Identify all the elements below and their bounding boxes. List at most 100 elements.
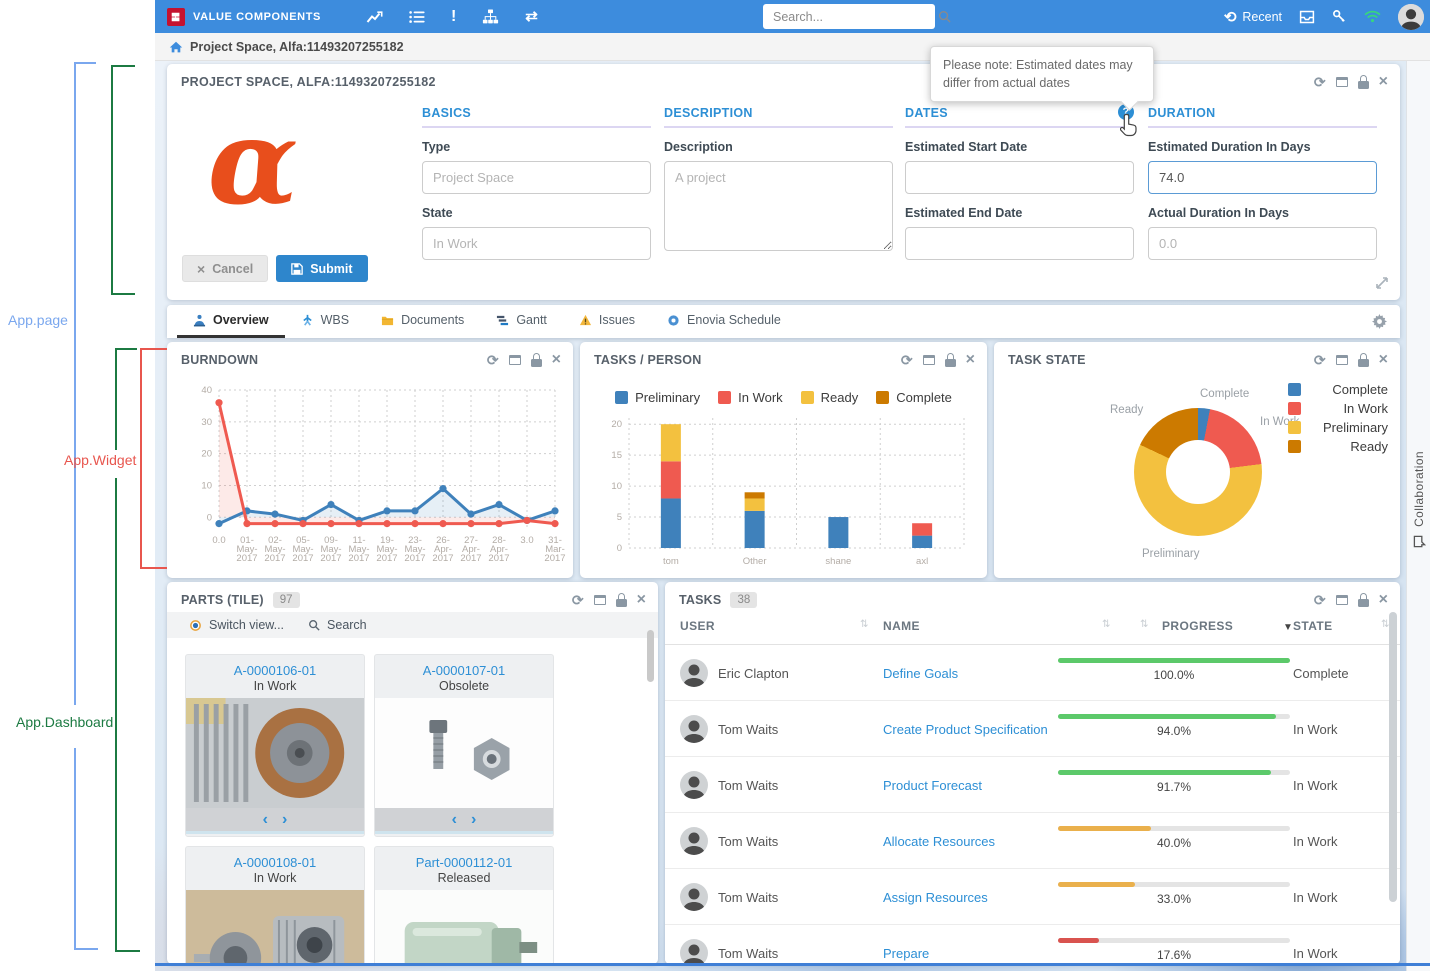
tab-gantt[interactable]: Gantt [480,305,563,338]
dates-section: DATES? Estimated Start Date Estimated En… [905,104,1134,260]
next-icon[interactable]: › [282,810,288,828]
user-avatar[interactable] [1398,3,1424,30]
app-page-bracket [74,748,76,950]
switch-view-button[interactable]: Switch view... [189,618,284,632]
task-user: Tom Waits [718,890,779,905]
column-header-state[interactable]: STATE [1293,619,1333,633]
tab-issues[interactable]: Issues [563,305,651,338]
inbox-icon[interactable] [1299,10,1315,24]
table-row[interactable]: Tom Waits Prepare 17.6% In Work [665,925,1400,964]
close-icon[interactable]: × [636,591,646,608]
svg-text:05-: 05- [296,535,310,546]
table-row[interactable]: Tom Waits Product Forecast 91.7% In Work [665,757,1400,813]
lock-icon[interactable] [1357,353,1369,367]
search-icon[interactable] [938,10,951,23]
close-icon[interactable]: × [1378,591,1388,608]
refresh-icon[interactable]: ⟳ [571,592,584,608]
start-date-field[interactable] [905,161,1134,194]
part-id-link[interactable]: A-0000106-01 [233,663,317,678]
collaboration-panel-tab[interactable]: Collaboration [1406,61,1430,971]
window-icon[interactable] [593,595,606,605]
refresh-icon[interactable]: ⟳ [900,352,913,368]
scrollbar-thumb[interactable] [647,630,654,682]
state-field[interactable] [422,227,651,260]
wifi-icon[interactable] [1364,10,1381,23]
prev-icon[interactable]: ‹ [262,810,268,828]
tab-documents[interactable]: Documents [365,305,480,338]
gear-icon[interactable] [1372,314,1387,334]
table-row[interactable]: Tom Waits Allocate Resources 40.0% In Work [665,813,1400,869]
lock-icon[interactable] [1357,75,1369,89]
window-icon[interactable] [922,355,935,365]
window-icon[interactable] [1335,595,1348,605]
scrollbar-thumb[interactable] [1389,612,1397,902]
list-icon[interactable] [409,10,425,24]
tab-overview[interactable]: Overview [177,305,285,338]
app-dashboard-label: App.Dashboard [16,714,114,730]
table-row[interactable]: Tom Waits Create Product Specification 94.… [665,701,1400,757]
search-input[interactable] [763,9,938,24]
column-header-progress[interactable]: PROGRESS [1162,619,1234,633]
actual-duration-field[interactable] [1148,227,1377,260]
brand-logo-icon[interactable] [167,7,185,26]
resize-handle-icon[interactable] [1374,275,1390,296]
svg-text:May-: May- [236,544,257,555]
window-icon[interactable] [1335,355,1348,365]
part-id-link[interactable]: Part-0000112-01 [415,855,513,870]
description-field[interactable]: A project [664,161,893,251]
lock-icon[interactable] [615,593,627,607]
sort-icon[interactable]: ⇅ [1102,619,1111,630]
tab-enovia-schedule[interactable]: Enovia Schedule [651,305,797,338]
type-field[interactable] [422,161,651,194]
lock-icon[interactable] [530,353,542,367]
close-icon[interactable]: × [1378,73,1388,90]
close-icon[interactable]: × [1378,351,1388,368]
window-icon[interactable] [1335,77,1348,87]
key-icon[interactable] [1332,9,1347,24]
sort-icon[interactable]: ⇅ [1381,619,1390,630]
lock-icon[interactable] [944,353,956,367]
refresh-icon[interactable]: ⟳ [1313,352,1326,368]
home-icon[interactable] [169,40,183,54]
task-name-link[interactable]: Prepare [883,946,930,961]
next-icon[interactable]: › [471,810,477,828]
project-logo: α [207,92,299,231]
task-user: Tom Waits [718,722,779,737]
cancel-button[interactable]: × Cancel [182,255,269,282]
svg-text:0.0: 0.0 [212,535,225,546]
task-name-link[interactable]: Allocate Resources [883,834,995,849]
line-chart-icon[interactable] [366,9,383,24]
part-id-link[interactable]: A-0000107-01 [422,663,506,678]
column-header-user[interactable]: USER [680,619,715,633]
column-header-name[interactable]: NAME [883,619,920,633]
refresh-icon[interactable]: ⟳ [1313,74,1326,90]
table-row[interactable]: Tom Waits Assign Resources 33.0% In Work [665,869,1400,925]
close-icon[interactable]: × [551,351,561,368]
sort-icon[interactable]: ⇅ [1140,619,1149,630]
tab-wbs[interactable]: WBS [285,305,365,338]
table-row[interactable]: Eric Clapton Define Goals 100.0% Complete [665,645,1400,701]
window-icon[interactable] [508,355,521,365]
part-id-link[interactable]: A-0000108-01 [233,855,317,870]
prev-icon[interactable]: ‹ [451,810,457,828]
sitemap-icon[interactable] [482,9,499,24]
submit-button[interactable]: Submit [276,255,368,282]
estimated-duration-field[interactable] [1148,161,1377,194]
task-name-link[interactable]: Assign Resources [883,890,988,905]
refresh-icon[interactable]: ⟳ [486,352,499,368]
sort-desc-icon[interactable]: ▼ [1283,622,1294,633]
parts-search-button[interactable]: Search [308,618,367,632]
end-date-field[interactable] [905,227,1134,260]
breadcrumb-path[interactable]: Project Space, Alfa:11493207255182 [190,39,404,54]
alert-icon[interactable]: ! [450,7,457,25]
refresh-icon[interactable]: ⟳ [1313,592,1326,608]
task-name-link[interactable]: Product Forecast [883,778,982,793]
lock-icon[interactable] [1357,593,1369,607]
task-name-link[interactable]: Create Product Specification [883,722,1048,737]
swap-icon[interactable]: ⇄ [525,8,538,25]
task-name-link[interactable]: Define Goals [883,666,959,681]
svg-text:10: 10 [611,481,622,492]
sort-icon[interactable]: ⇅ [860,619,869,630]
recent-button[interactable]: ⟲ Recent [1223,8,1282,26]
close-icon[interactable]: × [965,351,975,368]
